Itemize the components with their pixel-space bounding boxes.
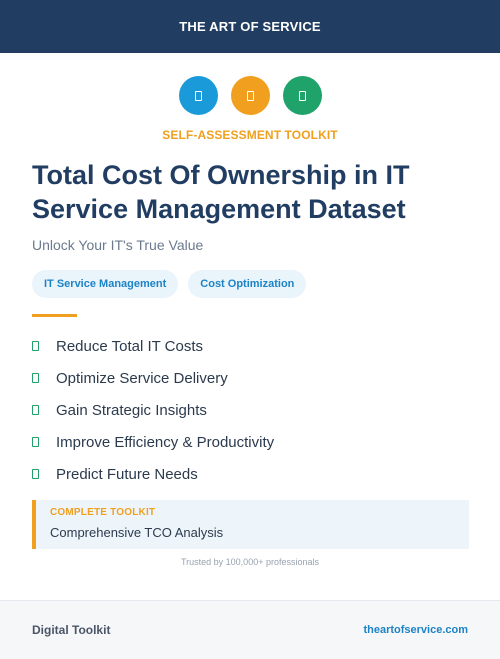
footer-bar: Digital Toolkit theartofservice.com xyxy=(0,600,500,659)
check-icon xyxy=(32,437,39,447)
document-icon xyxy=(246,90,254,101)
website-link[interactable]: theartofservice.com xyxy=(363,624,468,636)
subtitle: Unlock Your IT's True Value xyxy=(32,237,204,253)
feature-list: Reduce Total IT Costs Optimize Service D… xyxy=(32,330,274,490)
icon-circle-orange xyxy=(230,76,270,115)
icon-circle-blue xyxy=(178,76,218,115)
callout-label: COMPLETE TOOLKIT xyxy=(50,507,156,518)
feature-item: Optimize Service Delivery xyxy=(32,362,274,394)
icon-row xyxy=(0,76,500,115)
trusted-note: Trusted by 100,000+ professionals xyxy=(180,557,319,567)
feature-text: Predict Future Needs xyxy=(56,465,198,483)
check-icon xyxy=(32,405,39,415)
document-icon xyxy=(194,90,202,101)
icon-circle-green xyxy=(282,76,322,115)
feature-item: Gain Strategic Insights xyxy=(32,394,274,426)
check-icon xyxy=(32,469,39,479)
feature-text: Improve Efficiency & Productivity xyxy=(56,433,275,451)
footer-label: Digital Toolkit xyxy=(32,623,111,637)
document-icon xyxy=(298,90,306,101)
tag-it-service-management: IT Service Management xyxy=(32,270,179,298)
page-title: Total Cost Of Ownership in IT Service Ma… xyxy=(32,160,410,224)
feature-text: Gain Strategic Insights xyxy=(56,401,207,419)
toolkit-callout: COMPLETE TOOLKIT Comprehensive TCO Analy… xyxy=(32,500,469,549)
callout-value: Comprehensive TCO Analysis xyxy=(50,525,224,540)
kicker-label: SELF-ASSESSMENT TOOLKIT xyxy=(162,128,338,142)
check-icon xyxy=(32,341,39,351)
header-bar: THE ART OF SERVICE xyxy=(0,0,500,53)
brand-name: THE ART OF SERVICE xyxy=(179,19,321,34)
feature-text: Reduce Total IT Costs xyxy=(56,337,204,355)
feature-item: Reduce Total IT Costs xyxy=(32,330,274,362)
feature-item: Predict Future Needs xyxy=(32,458,274,490)
feature-text: Optimize Service Delivery xyxy=(56,369,228,387)
feature-item: Improve Efficiency & Productivity xyxy=(32,426,274,458)
tag-list: IT Service Management Cost Optimization xyxy=(32,270,307,298)
tag-cost-optimization: Cost Optimization xyxy=(188,270,307,298)
check-icon xyxy=(32,373,39,383)
accent-divider xyxy=(32,314,77,317)
